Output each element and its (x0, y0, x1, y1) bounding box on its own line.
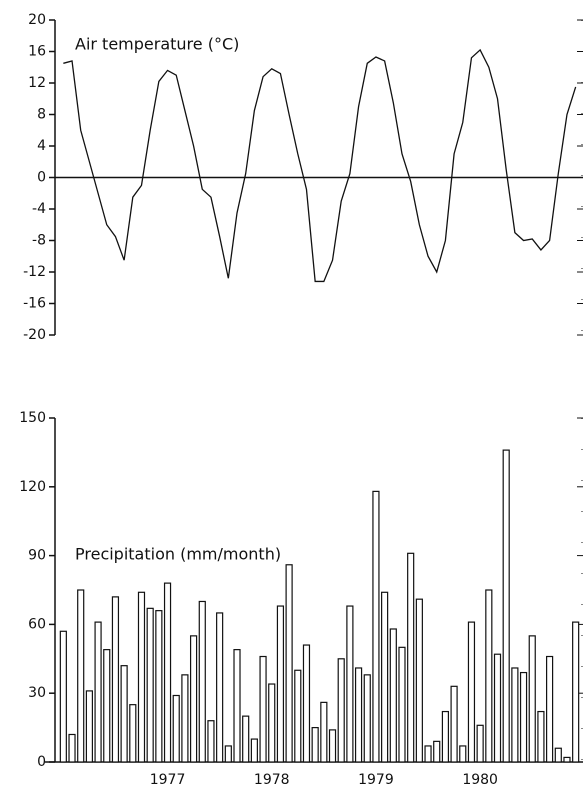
y-tick-label: 120 (19, 479, 46, 495)
chart-title: Air temperature (°C) (75, 35, 239, 54)
bar (268, 683, 276, 763)
bar (459, 745, 467, 763)
x-tick-label: 1980 (462, 772, 498, 788)
bar (103, 649, 111, 763)
bar (259, 655, 267, 763)
bar (94, 621, 102, 763)
y-tick-label: 12 (28, 75, 46, 91)
y-tick-label: 0 (37, 170, 46, 186)
bar (207, 720, 215, 763)
x-tick-label: 1977 (150, 772, 186, 788)
bar (381, 591, 389, 763)
bar (120, 665, 128, 763)
bar (511, 667, 519, 763)
bar (563, 756, 571, 763)
chart-title: Precipitation (mm/month) (75, 545, 281, 564)
bar (155, 610, 163, 763)
bar (372, 490, 380, 763)
y-tick-label: -16 (23, 296, 46, 312)
bar (485, 589, 493, 763)
bar (389, 628, 397, 763)
bar (85, 690, 93, 763)
bar (111, 596, 120, 763)
bar (398, 646, 406, 763)
bar (546, 655, 554, 763)
bar (311, 726, 319, 763)
bar (363, 674, 371, 763)
bar (346, 605, 354, 763)
bar (337, 658, 345, 763)
bar (59, 630, 67, 763)
bar (68, 733, 76, 763)
y-tick-label: 4 (37, 138, 46, 154)
bar (424, 745, 432, 763)
bar (181, 674, 189, 763)
bar (137, 591, 146, 763)
y-tick-label: 20 (28, 12, 46, 28)
bar (294, 669, 302, 763)
x-tick-label: 1979 (358, 772, 394, 788)
bar (302, 644, 311, 763)
y-tick-label: 16 (28, 44, 46, 60)
y-tick-label: 0 (37, 754, 46, 770)
bar (242, 715, 250, 763)
bar (129, 704, 137, 763)
y-tick-label: -4 (32, 201, 46, 217)
bar (441, 710, 450, 763)
bar (320, 701, 328, 763)
y-tick-label: 30 (28, 685, 46, 701)
bar (537, 710, 545, 763)
bar (450, 685, 458, 763)
bar (172, 694, 180, 763)
bar (198, 600, 206, 763)
bar (407, 552, 415, 763)
bar (493, 653, 502, 763)
y-tick-label: 90 (28, 548, 46, 564)
bar (572, 621, 580, 763)
bar (519, 671, 528, 763)
y-tick-label: -8 (32, 233, 46, 249)
bar (528, 635, 536, 763)
bar (433, 740, 441, 763)
y-tick-label: -20 (23, 327, 46, 343)
y-tick-label: 8 (37, 107, 46, 123)
bar (554, 747, 562, 763)
bar (467, 621, 476, 763)
bar (146, 607, 154, 763)
bar (77, 589, 85, 763)
y-tick-label: 150 (19, 410, 46, 426)
bar (502, 449, 510, 763)
bar (476, 724, 484, 763)
bar (224, 745, 232, 763)
bar (216, 612, 224, 763)
y-tick-label: -12 (23, 264, 46, 280)
bar (163, 582, 172, 763)
y-tick-label: 60 (28, 616, 46, 632)
bar (276, 605, 285, 763)
bar (233, 649, 241, 763)
bar (250, 738, 258, 763)
bar (189, 635, 198, 763)
bar (285, 564, 293, 763)
bar (415, 598, 423, 763)
bar (354, 667, 363, 763)
temperature-line (63, 48, 577, 283)
x-tick-label: 1978 (254, 772, 290, 788)
bar (328, 729, 337, 763)
